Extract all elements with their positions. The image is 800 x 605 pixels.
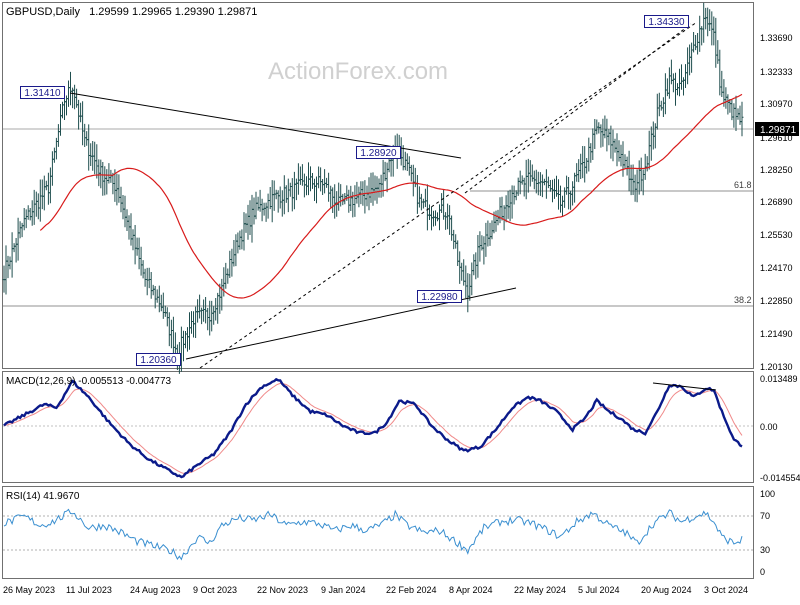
rsi-tick: 0 bbox=[760, 567, 765, 577]
price-bars bbox=[2, 2, 744, 374]
price-bar bbox=[740, 101, 744, 137]
label-high-3: 1.34330 bbox=[644, 15, 689, 28]
label-low-1-text: 1.20360 bbox=[140, 355, 177, 366]
date-label: 22 Feb 2024 bbox=[386, 585, 437, 595]
moving-average-line bbox=[39, 93, 743, 299]
label-high-1-text: 1.31410 bbox=[24, 88, 61, 99]
macd-panel[interactable] bbox=[2, 371, 754, 483]
date-label: 9 Jan 2024 bbox=[321, 585, 366, 595]
date-label: 26 May 2023 bbox=[3, 585, 55, 595]
macd-tick: 0.00 bbox=[760, 422, 778, 432]
label-high-2: 1.28920 bbox=[356, 146, 401, 159]
label-low-2: 1.22980 bbox=[417, 290, 462, 303]
price-tick: 1.24170 bbox=[760, 263, 793, 273]
current-price-value: 1.29871 bbox=[760, 125, 797, 136]
macd-divergence-line[interactable] bbox=[652, 382, 717, 391]
date-label: 20 Aug 2024 bbox=[641, 585, 692, 595]
label-high-3-text: 1.34330 bbox=[648, 17, 685, 28]
date-label: 11 Jul 2023 bbox=[66, 585, 112, 595]
label-low-2-text: 1.22980 bbox=[421, 292, 458, 303]
date-label: 9 Oct 2023 bbox=[193, 585, 237, 595]
price-tick: 1.26890 bbox=[760, 197, 793, 207]
symbol-header: GBPUSD,Daily 1.29599 1.29965 1.29390 1.2… bbox=[6, 6, 257, 18]
fib-38-2-label: 38.2 bbox=[734, 295, 752, 305]
price-tick: 1.25530 bbox=[760, 230, 793, 240]
channel-line-lower[interactable] bbox=[199, 21, 698, 369]
price-panel[interactable] bbox=[2, 2, 754, 369]
macd-main-line bbox=[3, 377, 743, 479]
label-high-2-text: 1.28920 bbox=[360, 148, 397, 159]
channel-line-upper[interactable] bbox=[464, 23, 692, 194]
date-label: 3 Oct 2024 bbox=[704, 585, 748, 595]
date-label: 24 Aug 2023 bbox=[130, 585, 181, 595]
label-high-1: 1.31410 bbox=[20, 86, 65, 99]
date-label: 22 Nov 2023 bbox=[257, 585, 308, 595]
label-low-1: 1.20360 bbox=[136, 353, 181, 366]
price-tick: 1.33690 bbox=[760, 33, 793, 43]
price-tick: 1.28250 bbox=[760, 165, 793, 175]
rsi-tick: 100 bbox=[760, 489, 775, 499]
rsi-panel[interactable] bbox=[2, 486, 754, 579]
macd-tick: -0.014554 bbox=[760, 473, 800, 483]
price-tick: 1.21490 bbox=[760, 329, 793, 339]
price-tick: 1.30970 bbox=[760, 99, 793, 109]
date-label: 22 May 2024 bbox=[514, 585, 566, 595]
price-tick: 1.20130 bbox=[760, 362, 793, 372]
price-axis: 1.33690 1.32333 1.30970 1.29610 1.28250 … bbox=[760, 33, 793, 372]
rsi-label: RSI(14) 41.9670 bbox=[6, 491, 80, 502]
price-tick: 1.29610 bbox=[760, 133, 793, 143]
macd-label: MACD(12,26,9) -0.005513 -0.004773 bbox=[6, 376, 172, 387]
current-price-marker: 1.29871 bbox=[755, 122, 799, 136]
rsi-line bbox=[3, 508, 743, 561]
price-tick: 1.22850 bbox=[760, 296, 793, 306]
time-axis: 26 May 2023 11 Jul 2023 24 Aug 2023 9 Oc… bbox=[3, 585, 748, 595]
watermark-text: ActionForex.com bbox=[268, 58, 448, 85]
date-label: 5 Jul 2024 bbox=[578, 585, 620, 595]
macd-tick: 0.013489 bbox=[760, 374, 798, 384]
fib-61-8-label: 61.8 bbox=[734, 180, 752, 190]
rsi-tick: 70 bbox=[760, 511, 770, 521]
date-label: 8 Apr 2024 bbox=[449, 585, 493, 595]
price-tick: 1.32333 bbox=[760, 67, 793, 77]
rsi-tick: 30 bbox=[760, 545, 770, 555]
